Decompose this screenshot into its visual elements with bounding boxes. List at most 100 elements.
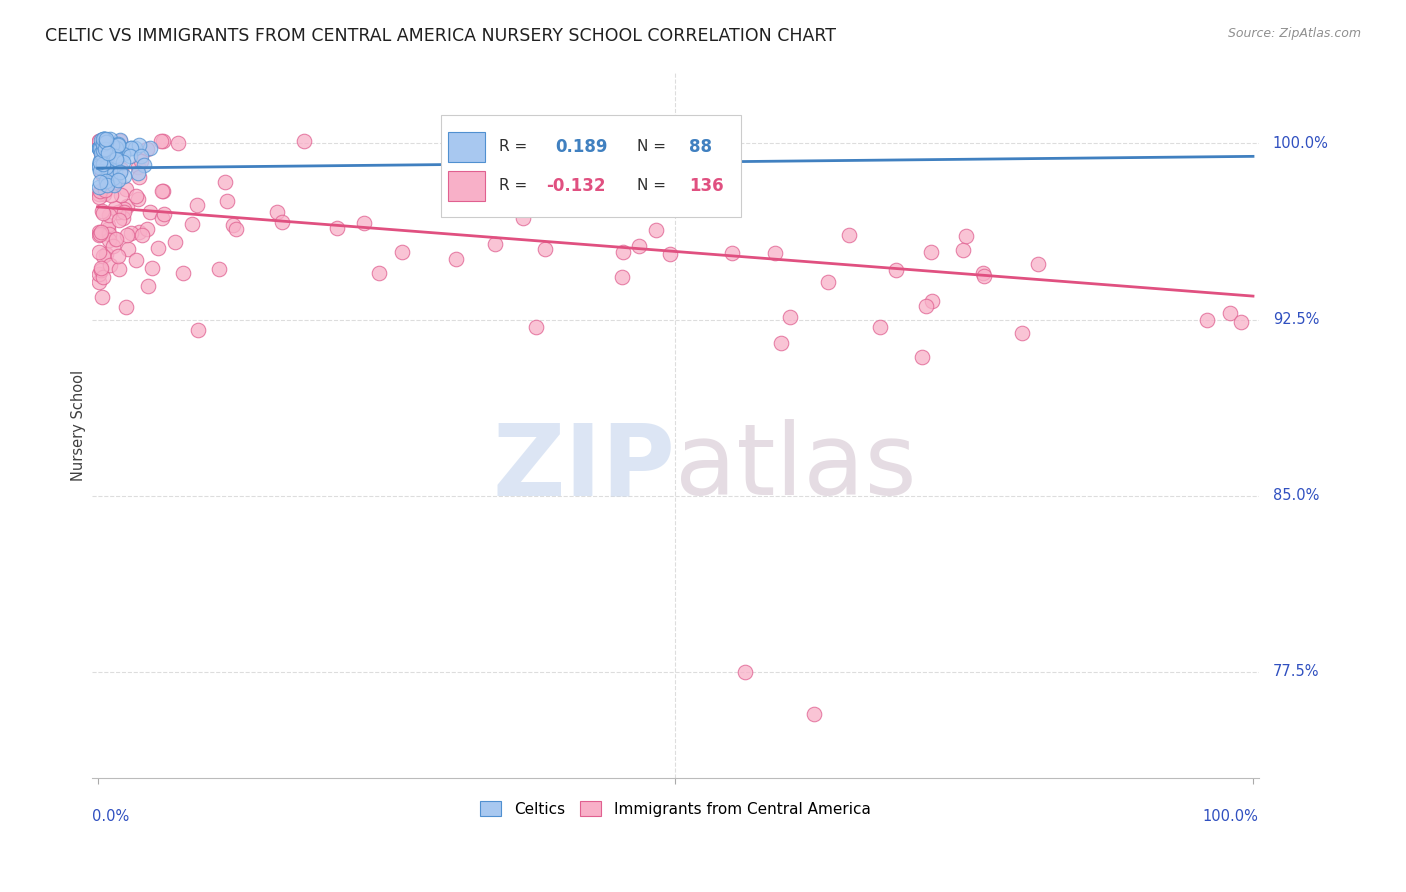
Point — [1011, 326, 1033, 341]
Point — [100, 187, 122, 202]
Point — [96, 174, 118, 188]
Point — [90, 161, 112, 175]
Point — [128, 225, 150, 239]
Point — [87, 190, 110, 204]
Point — [108, 133, 131, 147]
Point — [127, 192, 149, 206]
Point — [124, 141, 146, 155]
Point — [90, 141, 112, 155]
Point — [89, 184, 111, 198]
Point — [110, 187, 132, 202]
Point — [128, 138, 150, 153]
Point — [104, 149, 127, 163]
Point — [91, 147, 114, 161]
Point — [96, 178, 118, 192]
Point — [484, 237, 506, 252]
Point — [132, 158, 155, 172]
Point — [90, 168, 112, 182]
Text: 88: 88 — [689, 138, 713, 156]
Point — [628, 238, 651, 252]
Text: 85.0%: 85.0% — [1272, 488, 1319, 503]
Point — [93, 159, 115, 173]
Point — [87, 141, 110, 155]
Point — [94, 162, 117, 177]
Point — [90, 263, 112, 277]
Point — [120, 141, 142, 155]
Point — [105, 141, 128, 155]
Point — [87, 267, 110, 281]
Point — [93, 132, 115, 146]
Point — [91, 132, 114, 146]
Point — [150, 134, 173, 148]
Point — [94, 173, 117, 187]
Point — [146, 241, 169, 255]
Point — [108, 134, 131, 148]
Text: CELTIC VS IMMIGRANTS FROM CENTRAL AMERICA NURSERY SCHOOL CORRELATION CHART: CELTIC VS IMMIGRANTS FROM CENTRAL AMERIC… — [45, 27, 837, 45]
Point — [120, 227, 142, 241]
Point — [136, 278, 159, 293]
FancyBboxPatch shape — [447, 171, 485, 201]
Point — [803, 707, 825, 722]
Point — [90, 145, 112, 160]
Point — [208, 262, 231, 277]
Point — [120, 141, 142, 155]
Point — [186, 198, 208, 212]
Point — [87, 244, 110, 259]
Point — [93, 132, 115, 146]
Point — [89, 134, 111, 148]
Point — [96, 160, 118, 174]
Point — [120, 149, 142, 163]
Point — [93, 187, 115, 202]
Point — [512, 211, 534, 225]
Point — [353, 216, 375, 230]
Point — [911, 350, 934, 364]
Point — [460, 185, 482, 199]
Point — [94, 145, 117, 160]
Point — [90, 260, 112, 275]
Point — [93, 156, 115, 170]
Point — [779, 310, 801, 325]
Point — [98, 162, 121, 177]
Point — [107, 173, 129, 187]
Point — [94, 152, 117, 166]
Point — [921, 293, 943, 308]
Point — [111, 147, 134, 161]
Point — [367, 266, 389, 280]
Point — [972, 266, 994, 280]
Point — [104, 201, 127, 215]
Point — [658, 247, 681, 261]
Point — [87, 134, 110, 148]
Point — [89, 164, 111, 178]
Point — [97, 222, 120, 236]
Point — [612, 245, 634, 260]
Point — [91, 137, 114, 152]
Point — [326, 221, 349, 235]
Point — [152, 184, 174, 198]
Point — [141, 260, 163, 275]
Point — [105, 152, 128, 166]
Point — [115, 300, 138, 314]
Point — [721, 246, 744, 260]
Point — [128, 170, 150, 185]
Point — [97, 168, 120, 182]
Point — [107, 205, 129, 219]
Point — [100, 144, 122, 158]
Point — [526, 319, 548, 334]
Point — [112, 169, 135, 183]
Point — [89, 175, 111, 189]
Y-axis label: Nursery School: Nursery School — [72, 369, 86, 481]
Point — [955, 229, 977, 244]
Text: 100.0%: 100.0% — [1204, 809, 1258, 824]
Point — [97, 141, 120, 155]
Point — [96, 247, 118, 261]
Point — [91, 249, 114, 263]
Point — [612, 269, 634, 284]
Point — [150, 184, 173, 198]
Point — [96, 169, 118, 183]
Point — [1026, 257, 1049, 271]
Point — [112, 205, 135, 219]
Point — [103, 141, 125, 155]
Point — [817, 275, 839, 289]
FancyBboxPatch shape — [447, 132, 485, 161]
Point — [94, 142, 117, 156]
